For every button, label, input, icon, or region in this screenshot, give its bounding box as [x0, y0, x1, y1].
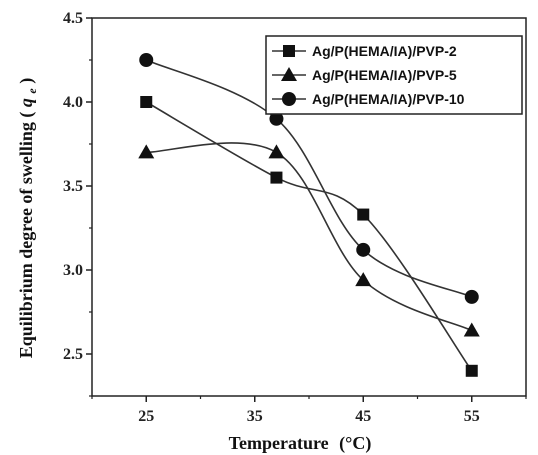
legend: Ag/P(HEMA/IA)/PVP-2 Ag/P(HEMA/IA)/PVP-5 Ag…: [265, 35, 523, 115]
x-tick-label: 25: [138, 408, 154, 425]
data-point-2-2: [268, 144, 285, 159]
data-point-1-1: [140, 96, 153, 108]
legend-marker-1: [283, 45, 295, 57]
legend-marker-2: [281, 67, 297, 81]
y-tick-label: 3.5: [63, 178, 83, 195]
data-point-1-3: [357, 208, 370, 221]
y-axis-title: Equilibrium degree of swelling ( q e ): [16, 78, 40, 359]
legend-label-3: Ag/P(HEMA/IA)/PVP-10: [312, 91, 465, 107]
series-line-1: [145, 101, 473, 372]
legend-label-1: Ag/P(HEMA/IA)/PVP-2: [312, 43, 457, 59]
legend-marker-3: [282, 92, 296, 106]
data-point-1-4: [465, 364, 478, 377]
data-point-1-2: [270, 171, 283, 184]
axis-ticks: 25 35 45 55 2.5 3.0 3.5 4.0 4.5: [63, 10, 527, 425]
y-axis-label: Equilibrium degree of swelling: [16, 122, 36, 358]
y-axis-paren-open: (: [16, 112, 37, 118]
series-markers: [138, 53, 480, 377]
x-axis-label: Temperature: [229, 433, 329, 453]
y-tick-label: 4.0: [63, 94, 83, 111]
series-curves: [145, 59, 473, 372]
data-point-2-1: [138, 144, 155, 159]
series-line-2: [146, 142, 473, 332]
x-axis-title: Temperature (°C): [229, 433, 372, 454]
data-point-2-3: [355, 272, 372, 287]
legend-box: [265, 35, 523, 115]
data-point-2-4: [463, 322, 480, 337]
data-point-3-3: [356, 242, 371, 257]
data-point-3-1: [139, 53, 154, 67]
y-tick-label: 2.5: [63, 346, 83, 363]
legend-label-2: Ag/P(HEMA/IA)/PVP-5: [312, 67, 457, 83]
data-point-3-4: [464, 289, 479, 304]
x-axis-unit: (°C): [339, 433, 371, 454]
y-axis-symbol: q: [16, 98, 36, 107]
series-line-3: [145, 59, 473, 298]
y-tick-label: 3.0: [63, 262, 83, 279]
x-tick-label: 35: [247, 408, 263, 425]
y-tick-label: 4.5: [63, 10, 83, 27]
y-axis-paren-close: ): [16, 78, 37, 84]
data-point-3-2: [269, 111, 284, 126]
x-tick-label: 55: [464, 408, 480, 425]
x-tick-label: 45: [355, 408, 371, 425]
y-axis-subscript: e: [25, 88, 39, 94]
